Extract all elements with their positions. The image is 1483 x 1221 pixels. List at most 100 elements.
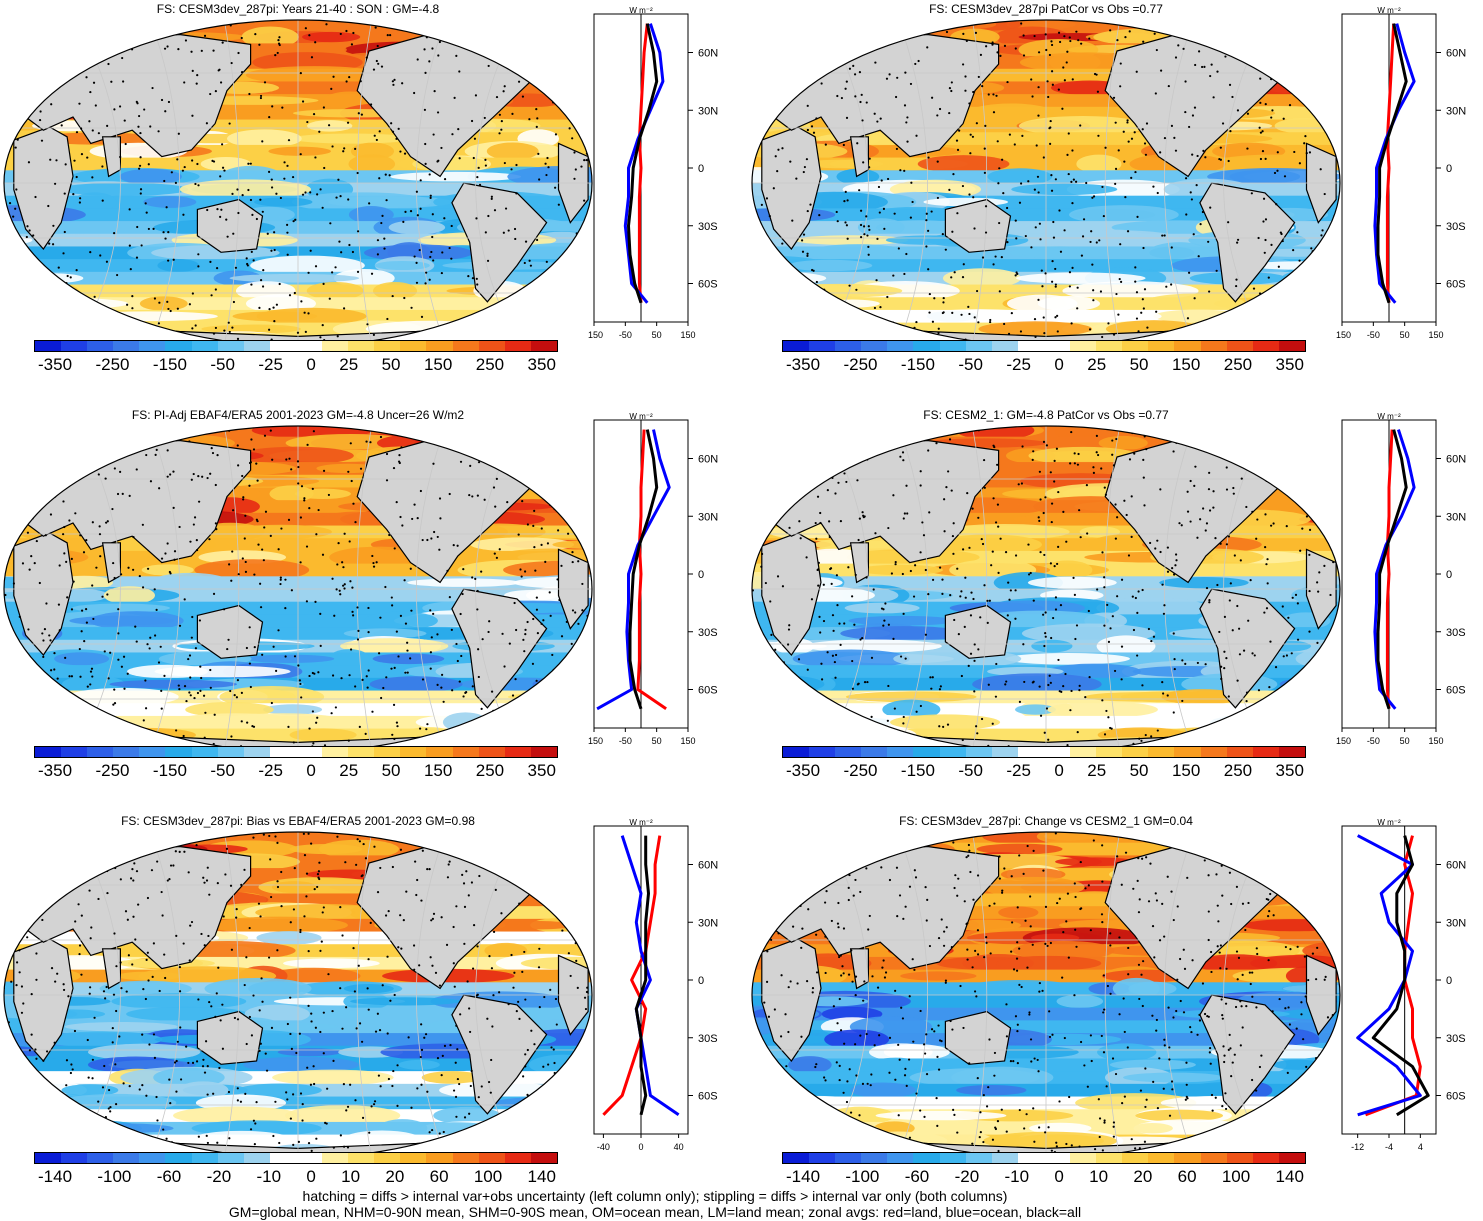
zonal-lat-tick-label: 30N xyxy=(698,917,718,929)
zonal-series-all xyxy=(627,23,659,304)
colorbar-swatch xyxy=(374,747,401,757)
zonal-lat-tick-label: 60S xyxy=(698,279,718,291)
colorbar-swatch xyxy=(1252,341,1279,351)
footer-note: hatching = diffs > internal var+obs unce… xyxy=(0,1188,1310,1220)
zonal-lat-tick-label: 60S xyxy=(698,685,718,697)
colorbar-tick-label: -50 xyxy=(958,761,983,780)
colorbar-tick-label: 0 xyxy=(306,761,316,780)
colorbar-swatch xyxy=(939,1153,966,1163)
colorbar-tick-label: 150 xyxy=(1171,761,1201,780)
colorbar-swatch xyxy=(400,341,427,351)
zonal-lat-tick-label: 60N xyxy=(1446,48,1466,60)
colorbar-tick-label: -350 xyxy=(38,355,73,374)
zonal-series-all xyxy=(1376,23,1408,304)
colorbar-tick-label: 350 xyxy=(527,355,556,374)
colorbar-swatch xyxy=(1017,747,1044,757)
zonal-x-tick-label: -40 xyxy=(597,1142,610,1151)
colorbar-swatch xyxy=(1278,341,1305,351)
panel-title: FS: CESM3dev_287pi: Years 21-40 : SON : … xyxy=(156,2,440,16)
zonal-series-land xyxy=(636,429,667,711)
colorbar-swatch xyxy=(478,747,505,757)
colorbar-swatch xyxy=(809,341,836,351)
colorbar-swatch xyxy=(965,341,992,351)
colorbar-swatch xyxy=(35,747,62,757)
zonal-unit-label: W m⁻² xyxy=(629,6,653,15)
colorbar-swatch xyxy=(139,1153,166,1163)
colorbar-tick-label: -10 xyxy=(1004,1167,1030,1186)
colorbar-swatch xyxy=(1252,1153,1279,1163)
colorbar-swatch xyxy=(87,747,114,757)
zonal-series-ocean xyxy=(623,23,665,304)
zonal-lat-tick-label: 30S xyxy=(1446,221,1466,233)
colorbar-swatch xyxy=(452,747,479,757)
colorbar-swatch xyxy=(322,747,349,757)
colorbar-swatch xyxy=(217,1153,244,1163)
zonal-mean-plot: W m⁻² 60N 30N 0 30S 60S -12 -4 4 xyxy=(1341,818,1466,1151)
colorbar-swatch xyxy=(348,747,375,757)
colorbar-swatch xyxy=(939,341,966,351)
zonal-unit-label: W m⁻² xyxy=(1377,412,1401,421)
colorbar-swatch xyxy=(965,747,992,757)
colorbar-swatch xyxy=(1043,1153,1071,1163)
panel-title: FS: CESM3dev_287pi PatCor vs Obs =0.77 xyxy=(929,2,1163,16)
panel-title: FS: CESM3dev_287pi: Change vs CESM2_1 GM… xyxy=(899,814,1193,828)
colorbar-tick-label: 60 xyxy=(1177,1167,1197,1186)
colorbar-tick-label: -10 xyxy=(256,1167,282,1186)
zonal-lat-tick-label: 30N xyxy=(1446,917,1466,929)
colorbar-tick-label: 150 xyxy=(423,355,453,374)
colorbar-swatch xyxy=(426,341,453,351)
colorbar-tick-label: -250 xyxy=(843,355,878,374)
zonal-mean-plot: W m⁻² 60N 30N 0 30S 60S -150 -50 50 150 xyxy=(1336,412,1466,745)
zonal-x-tick-label: -150 xyxy=(1336,330,1351,339)
colorbar-swatch xyxy=(61,1153,88,1163)
zonal-x-tick-label: 50 xyxy=(652,330,662,339)
colorbar-swatch xyxy=(374,341,401,351)
zonal-lat-tick-label: 60N xyxy=(698,454,718,466)
zonal-x-tick-label: -50 xyxy=(1367,330,1380,339)
colorbar-swatch xyxy=(1226,341,1253,351)
footer-line-2: GM=global mean, NHM=0-90N mean, SHM=0-90… xyxy=(228,1204,1082,1220)
colorbar-labels: -140 -100 -60 -20 -10 0 10 20 60 100 140 xyxy=(38,1167,556,1187)
colorbar-swatch xyxy=(504,747,531,757)
colorbar-labels: -350 -250 -150 -50 -25 0 25 50 150 250 350 xyxy=(786,355,1304,375)
zonal-series-land xyxy=(1385,429,1394,709)
zonal-lat-tick-label: 60S xyxy=(1446,279,1466,291)
colorbar-tick-label: -50 xyxy=(958,355,983,374)
colorbar-swatch xyxy=(1070,1153,1097,1163)
zonal-x-tick-label: -12 xyxy=(1351,1142,1364,1151)
colorbar-tick-label: -250 xyxy=(95,355,130,374)
zonal-series-ocean xyxy=(1373,23,1416,304)
colorbar-tick-label: -25 xyxy=(258,761,283,780)
colorbar-swatch xyxy=(217,747,244,757)
colorbar-tick-label: -350 xyxy=(38,761,73,780)
zonal-series-ocean xyxy=(1356,834,1422,1117)
zonal-x-tick-label: 150 xyxy=(1428,330,1443,339)
colorbar-swatch xyxy=(939,747,966,757)
zonal-series-all xyxy=(634,835,650,1116)
zonal-x-tick-label: 0 xyxy=(638,1142,643,1151)
colorbar-tick-label: -150 xyxy=(900,761,935,780)
colorbar-swatch xyxy=(861,1153,888,1163)
colorbar-tick-label: 50 xyxy=(1129,761,1149,780)
zonal-unit-label: W m⁻² xyxy=(629,412,653,421)
map-plot xyxy=(751,831,1341,1159)
zonal-series-all xyxy=(1371,835,1430,1117)
colorbar-swatch xyxy=(191,1153,218,1163)
colorbar-swatch xyxy=(530,1153,557,1163)
zonal-x-tick-label: -4 xyxy=(1385,1142,1393,1151)
zonal-lat-tick-label: 30S xyxy=(698,221,718,233)
zonal-x-tick-label: -150 xyxy=(1336,736,1351,745)
colorbar-tick-label: 140 xyxy=(527,1167,556,1186)
colorbar-tick-label: 350 xyxy=(1275,355,1304,374)
colorbar-swatch xyxy=(835,341,862,351)
colorbar-swatch xyxy=(191,341,218,351)
colorbar-swatch xyxy=(165,341,192,351)
zonal-lat-tick-label: 60N xyxy=(1446,454,1466,466)
zonal-lat-tick-label: 0 xyxy=(698,975,704,987)
zonal-lat-tick-label: 30S xyxy=(698,1033,718,1045)
panel-title: FS: PI-Adj EBAF4/ERA5 2001-2023 GM=-4.8 … xyxy=(131,408,465,422)
colorbar-tick-label: 60 xyxy=(429,1167,449,1186)
colorbar-tick-label: 150 xyxy=(423,761,453,780)
colorbar-swatch xyxy=(243,341,270,351)
zonal-lat-tick-label: 60S xyxy=(698,1091,718,1103)
